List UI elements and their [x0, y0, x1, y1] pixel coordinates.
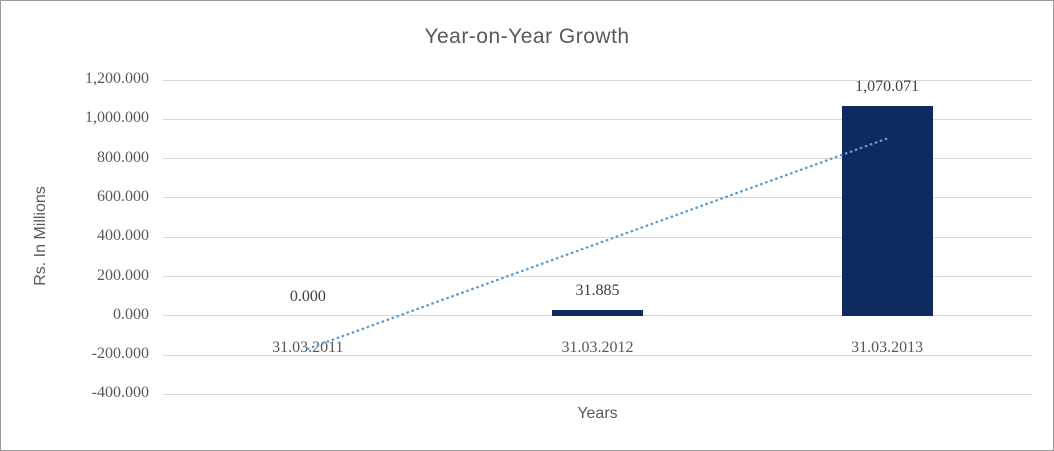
- data-label: 1,070.071: [855, 77, 920, 95]
- y-tick-label: -400.000: [91, 384, 149, 402]
- y-tick-label: 1,200.000: [85, 70, 149, 87]
- gridline: [163, 118, 1032, 120]
- category-label: 31.03.2011: [272, 339, 344, 356]
- category-label: 31.03.2012: [561, 339, 634, 356]
- category-label: 31.03.2013: [851, 339, 924, 356]
- gridline: [163, 79, 1032, 81]
- data-label: 31.885: [575, 281, 620, 299]
- data-label: 0.000: [289, 287, 326, 305]
- chart-title: Year-on-Year Growth: [424, 25, 630, 48]
- y-tick-label: 600.000: [97, 187, 149, 205]
- y-tick-label: 800.000: [97, 148, 149, 166]
- gridline: [163, 393, 1032, 395]
- y-tick-label: 1,000.000: [85, 109, 149, 127]
- bar: [841, 105, 933, 316]
- y-tick-label: -200.000: [91, 345, 149, 363]
- y-tick-label: 0.000: [113, 305, 149, 323]
- bar: [552, 309, 643, 316]
- x-axis-title: Years: [577, 405, 618, 422]
- gridline: [163, 354, 1032, 356]
- y-tick-label: 400.000: [97, 227, 149, 245]
- y-tick-label: 200.000: [97, 266, 149, 284]
